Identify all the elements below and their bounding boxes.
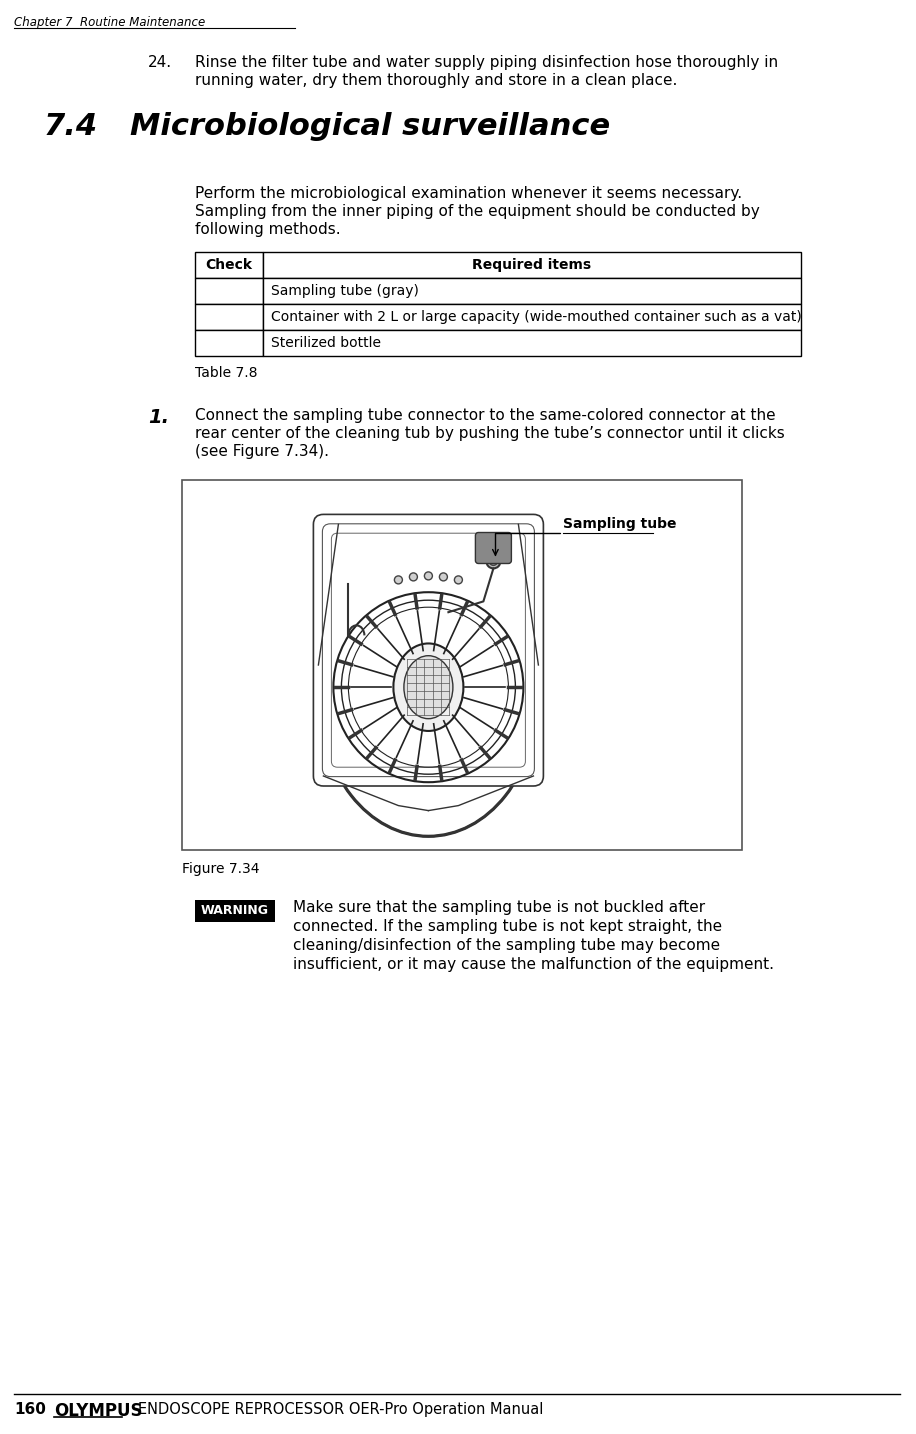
Ellipse shape <box>393 644 463 731</box>
Text: Table 7.8: Table 7.8 <box>195 366 257 380</box>
Ellipse shape <box>424 572 432 579</box>
Bar <box>263 304 801 330</box>
Text: Container with 2 L or large capacity (wide-mouthed container such as a vat): Container with 2 L or large capacity (wi… <box>271 310 801 324</box>
Text: cleaning/disinfection of the sampling tube may become: cleaning/disinfection of the sampling tu… <box>293 938 720 954</box>
Ellipse shape <box>454 576 463 584</box>
Text: Sampling tube: Sampling tube <box>562 518 676 531</box>
Text: rear center of the cleaning tub by pushing the tube’s connector until it clicks: rear center of the cleaning tub by pushi… <box>195 426 785 442</box>
Text: 1.: 1. <box>148 409 169 427</box>
Text: 7.4: 7.4 <box>44 112 98 141</box>
Text: Make sure that the sampling tube is not buckled after: Make sure that the sampling tube is not … <box>293 901 705 915</box>
Text: Perform the microbiological examination whenever it seems necessary.: Perform the microbiological examination … <box>195 186 742 201</box>
Bar <box>195 252 263 278</box>
Text: Required items: Required items <box>473 258 592 272</box>
Text: (see Figure 7.34).: (see Figure 7.34). <box>195 445 329 459</box>
Text: Chapter 7  Routine Maintenance: Chapter 7 Routine Maintenance <box>14 16 205 29</box>
Text: ENDOSCOPE REPROCESSOR OER-Pro Operation Manual: ENDOSCOPE REPROCESSOR OER-Pro Operation … <box>138 1402 543 1417</box>
FancyBboxPatch shape <box>313 515 543 786</box>
Text: Rinse the filter tube and water supply piping disinfection hose thoroughly in: Rinse the filter tube and water supply p… <box>195 54 778 70</box>
Bar <box>195 901 275 922</box>
FancyBboxPatch shape <box>475 532 511 564</box>
Bar <box>195 304 263 330</box>
Text: insufficient, or it may cause the malfunction of the equipment.: insufficient, or it may cause the malfun… <box>293 956 774 972</box>
Text: WARNING: WARNING <box>201 905 269 918</box>
Ellipse shape <box>489 558 497 565</box>
Ellipse shape <box>486 555 500 568</box>
Bar <box>195 330 263 356</box>
Text: Sampling tube (gray): Sampling tube (gray) <box>271 284 419 298</box>
Text: running water, dry them thoroughly and store in a clean place.: running water, dry them thoroughly and s… <box>195 73 677 87</box>
Text: 24.: 24. <box>148 54 172 70</box>
Bar <box>263 330 801 356</box>
Text: Microbiological surveillance: Microbiological surveillance <box>130 112 610 141</box>
Bar <box>263 252 801 278</box>
Ellipse shape <box>404 655 453 718</box>
Text: Connect the sampling tube connector to the same-colored connector at the: Connect the sampling tube connector to t… <box>195 409 776 423</box>
Text: Figure 7.34: Figure 7.34 <box>182 862 259 876</box>
Ellipse shape <box>395 576 402 584</box>
Bar <box>195 278 263 304</box>
Text: 160: 160 <box>14 1402 46 1417</box>
Text: connected. If the sampling tube is not kept straight, the: connected. If the sampling tube is not k… <box>293 919 722 934</box>
Bar <box>182 480 742 850</box>
Text: Sampling from the inner piping of the equipment should be conducted by: Sampling from the inner piping of the eq… <box>195 204 759 219</box>
Text: Sterilized bottle: Sterilized bottle <box>271 336 381 350</box>
Ellipse shape <box>409 574 418 581</box>
Ellipse shape <box>440 574 447 581</box>
Text: OLYMPUS: OLYMPUS <box>54 1402 143 1420</box>
Text: Check: Check <box>205 258 253 272</box>
Text: following methods.: following methods. <box>195 222 341 237</box>
Bar <box>263 278 801 304</box>
